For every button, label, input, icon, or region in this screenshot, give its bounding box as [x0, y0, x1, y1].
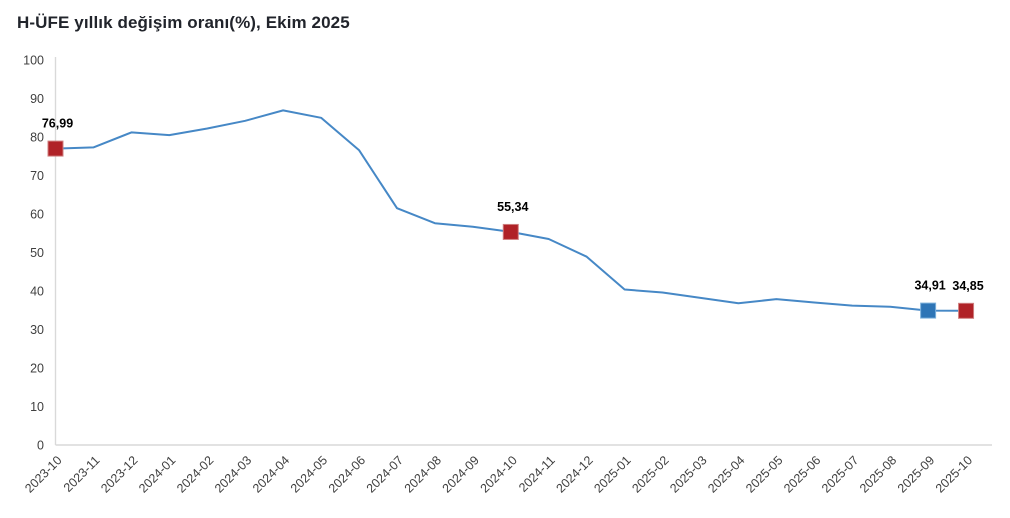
x-tick-label: 2025-09: [895, 453, 937, 495]
y-tick-label: 30: [30, 323, 44, 337]
x-tick-label: 2025-03: [667, 453, 709, 495]
x-tick-label: 2025-10: [933, 453, 975, 495]
y-tick-label: 80: [30, 131, 44, 145]
x-tick-label: 2023-10: [22, 453, 64, 495]
x-tick-label: 2025-05: [743, 453, 785, 495]
data-point-marker-2023-10[interactable]: [47, 140, 64, 157]
data-point-label-2025-10: 34,85: [952, 279, 983, 293]
x-tick-label: 2025-07: [819, 453, 861, 495]
x-tick-label: 2024-07: [364, 453, 406, 495]
y-tick-label: 20: [30, 362, 44, 376]
data-point-marker-2025-09[interactable]: [920, 302, 937, 319]
x-tick-label: 2025-01: [591, 453, 633, 495]
x-tick-label: 2023-12: [98, 453, 140, 495]
x-tick-label: 2024-06: [326, 453, 368, 495]
data-point-marker-2025-10[interactable]: [958, 302, 975, 319]
y-tick-label: 70: [30, 169, 44, 183]
y-tick-label: 100: [23, 54, 44, 68]
x-tick-label: 2025-08: [857, 453, 899, 495]
y-tick-label: 50: [30, 246, 44, 260]
x-tick-label: 2024-03: [212, 453, 254, 495]
x-tick-label: 2024-11: [516, 453, 558, 495]
data-point-label-2025-09: 34,91: [914, 279, 945, 293]
y-tick-label: 60: [30, 208, 44, 222]
x-tick-label: 2025-06: [781, 453, 823, 495]
x-tick-label: 2024-12: [553, 453, 595, 495]
data-point-label-2023-10: 76,99: [42, 117, 73, 131]
chart-title: H-ÜFE yıllık değişim oranı(%), Ekim 2025: [17, 13, 350, 32]
x-tick-label: 2024-01: [136, 453, 178, 495]
y-tick-label: 90: [30, 92, 44, 106]
data-point-marker-2024-10[interactable]: [502, 223, 519, 240]
x-tick-label: 2023-11: [61, 453, 103, 495]
x-tick-label: 2024-08: [402, 453, 444, 495]
x-tick-label: 2024-05: [288, 453, 330, 495]
x-tick-label: 2024-02: [174, 453, 216, 495]
y-tick-label: 10: [30, 400, 44, 414]
y-tick-label: 0: [37, 439, 44, 453]
x-tick-label: 2024-04: [250, 453, 292, 495]
x-tick-label: 2024-09: [440, 453, 482, 495]
x-tick-label: 2025-02: [629, 453, 671, 495]
data-point-label-2024-10: 55,34: [497, 200, 528, 214]
x-tick-label: 2025-04: [705, 453, 747, 495]
x-tick-label: 2024-10: [478, 453, 520, 495]
y-tick-label: 40: [30, 285, 44, 299]
